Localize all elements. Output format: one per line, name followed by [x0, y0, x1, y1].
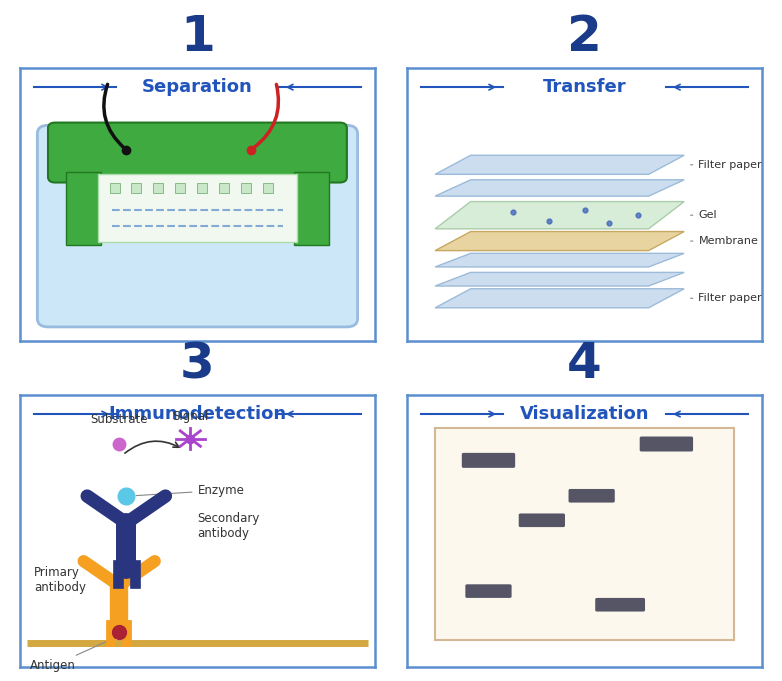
Text: Transfer: Transfer	[543, 78, 626, 96]
Polygon shape	[435, 180, 684, 196]
Text: Filter paper: Filter paper	[691, 160, 762, 170]
FancyBboxPatch shape	[38, 125, 357, 327]
FancyBboxPatch shape	[465, 584, 511, 598]
FancyBboxPatch shape	[175, 183, 185, 193]
FancyBboxPatch shape	[66, 172, 102, 245]
Text: Secondary
antibody: Secondary antibody	[198, 511, 260, 540]
Text: Antigen: Antigen	[30, 639, 113, 672]
FancyBboxPatch shape	[48, 123, 347, 183]
Text: Gel: Gel	[691, 210, 717, 220]
Text: Membrane: Membrane	[691, 236, 759, 246]
Text: 4: 4	[567, 340, 602, 388]
Polygon shape	[435, 253, 684, 267]
FancyBboxPatch shape	[197, 183, 207, 193]
Polygon shape	[435, 155, 684, 174]
FancyBboxPatch shape	[435, 428, 734, 640]
Text: Immunodetection: Immunodetection	[109, 405, 286, 423]
FancyBboxPatch shape	[131, 183, 142, 193]
Text: Filter paper: Filter paper	[691, 294, 762, 303]
FancyBboxPatch shape	[153, 183, 163, 193]
FancyBboxPatch shape	[569, 489, 615, 503]
Text: 2: 2	[567, 14, 602, 61]
FancyBboxPatch shape	[462, 453, 515, 468]
FancyBboxPatch shape	[293, 172, 329, 245]
Text: Separation: Separation	[142, 78, 253, 96]
Text: 3: 3	[180, 340, 215, 388]
Polygon shape	[435, 232, 684, 251]
FancyBboxPatch shape	[595, 598, 645, 612]
FancyBboxPatch shape	[263, 183, 273, 193]
FancyBboxPatch shape	[640, 437, 693, 452]
Text: 1: 1	[180, 14, 215, 61]
Text: Enzyme: Enzyme	[136, 484, 244, 497]
Polygon shape	[435, 272, 684, 286]
Text: Visualization: Visualization	[520, 405, 649, 423]
FancyBboxPatch shape	[98, 174, 297, 242]
FancyBboxPatch shape	[109, 183, 120, 193]
Text: Signal: Signal	[172, 410, 209, 424]
Text: Substrate: Substrate	[91, 413, 148, 426]
FancyBboxPatch shape	[241, 183, 251, 193]
FancyBboxPatch shape	[219, 183, 229, 193]
FancyBboxPatch shape	[518, 513, 565, 527]
Polygon shape	[435, 202, 684, 229]
Text: Primary
antibody: Primary antibody	[34, 566, 86, 595]
Polygon shape	[435, 289, 684, 308]
